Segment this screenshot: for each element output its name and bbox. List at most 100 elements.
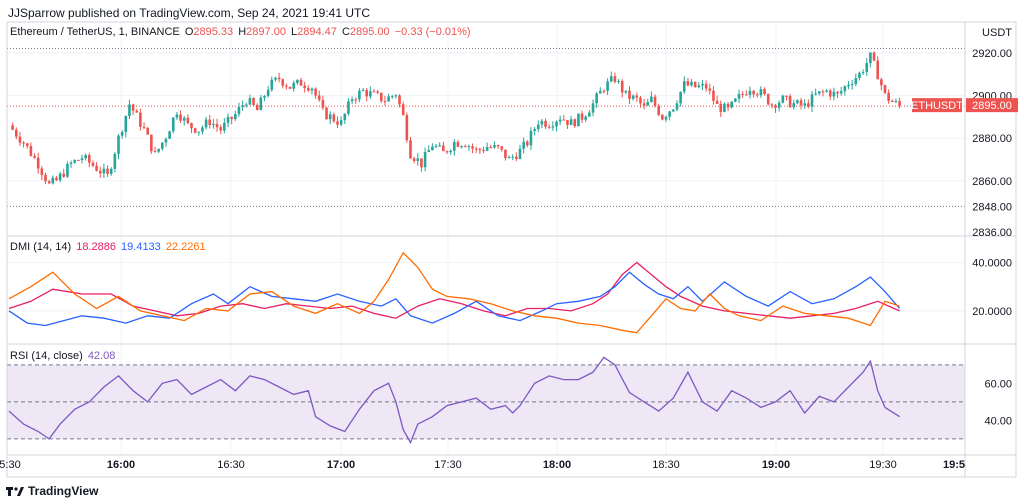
candle [726, 102, 730, 111]
candle [438, 142, 441, 147]
candle [825, 88, 828, 93]
candle-body [215, 123, 219, 128]
candle [693, 81, 697, 88]
candle-body [164, 138, 168, 143]
candle-body [427, 150, 431, 153]
candle [131, 103, 135, 115]
candle-body [836, 91, 839, 94]
candle-body [755, 94, 759, 96]
candle [894, 98, 898, 104]
candle-body [639, 97, 642, 104]
candle-body [752, 90, 755, 95]
candle-body [434, 145, 438, 147]
time-tick-label: 18:30 [652, 459, 680, 471]
candle [102, 163, 106, 178]
dmi-lines [8, 251, 901, 334]
candle-body [777, 102, 781, 108]
candle [796, 99, 799, 105]
price-tick-label: 2848.00 [972, 201, 1012, 213]
candle [799, 98, 803, 110]
candle [880, 77, 883, 91]
current-price-label: 2895.00 [972, 100, 1012, 112]
candle-body [861, 71, 865, 73]
candle [544, 118, 547, 129]
candle [307, 85, 310, 93]
candle [580, 110, 584, 123]
candle-body [109, 168, 113, 174]
candle [445, 150, 449, 154]
candle [584, 115, 587, 123]
dmi-plus-line [8, 261, 900, 319]
candle [759, 86, 763, 99]
candle-body [307, 88, 310, 91]
candle-body [117, 135, 120, 154]
candle-body [420, 158, 423, 168]
candle [51, 175, 55, 185]
candle [734, 97, 737, 103]
candle [73, 159, 76, 164]
candle [321, 95, 325, 110]
candle-body [175, 114, 179, 118]
candle [98, 166, 102, 178]
candle [285, 83, 288, 90]
ohlc-l-label: L [291, 26, 298, 38]
footer-brand[interactable]: TradingView [6, 484, 98, 498]
candle-body [577, 113, 580, 127]
candle [741, 91, 744, 98]
candle-body [197, 131, 201, 133]
adx-value: 22.2261 [165, 241, 206, 253]
candle [252, 97, 255, 107]
candle [547, 124, 551, 129]
candle-body [748, 90, 752, 95]
candle-body [675, 103, 679, 110]
candle [526, 140, 529, 148]
candle [91, 160, 95, 168]
candle [858, 71, 861, 81]
candle-body [569, 119, 573, 125]
candle-body [843, 86, 847, 92]
candle-body [482, 149, 485, 151]
candle-body [547, 126, 551, 128]
candle-body [584, 116, 587, 120]
adx-line [8, 251, 900, 334]
publisher-header: JJSparrow published on TradingView.com, … [8, 6, 370, 20]
candle-body [190, 123, 193, 129]
candle-body [314, 88, 317, 96]
candle [730, 101, 733, 109]
candle-body [453, 142, 456, 151]
candle-body [555, 121, 558, 127]
candle-body [40, 168, 44, 175]
candle [190, 122, 193, 133]
ohlc-change: −0.33 (−0.01%) [394, 26, 471, 38]
candle [44, 172, 47, 185]
candle-body [682, 81, 686, 92]
candle-body [781, 95, 785, 103]
candle [540, 118, 544, 128]
candle [175, 112, 179, 120]
candle [142, 122, 146, 130]
candle [631, 94, 635, 101]
candle [186, 114, 190, 125]
rsi-title: RSI (14, close) [10, 350, 83, 362]
candle [712, 85, 715, 105]
candle-body [485, 147, 489, 151]
candle-body [36, 157, 40, 169]
candle [828, 88, 832, 100]
candle [646, 98, 650, 106]
candle-body [347, 101, 350, 114]
axes: 5:30 16:00 16:30 17:00 17:30 18:00 18:30 19:00 1… [0, 21, 1018, 478]
candle-body [803, 103, 806, 106]
candle-body [595, 93, 598, 104]
candle [369, 86, 372, 99]
candle [427, 145, 431, 153]
candle-body [442, 145, 445, 152]
candle [679, 91, 682, 107]
ohlc-o-label: O [184, 26, 194, 38]
candle [704, 80, 708, 92]
candle-body [456, 142, 460, 147]
candle-body [854, 78, 858, 85]
candle [394, 94, 398, 99]
candle [139, 108, 142, 131]
candle [270, 76, 274, 92]
